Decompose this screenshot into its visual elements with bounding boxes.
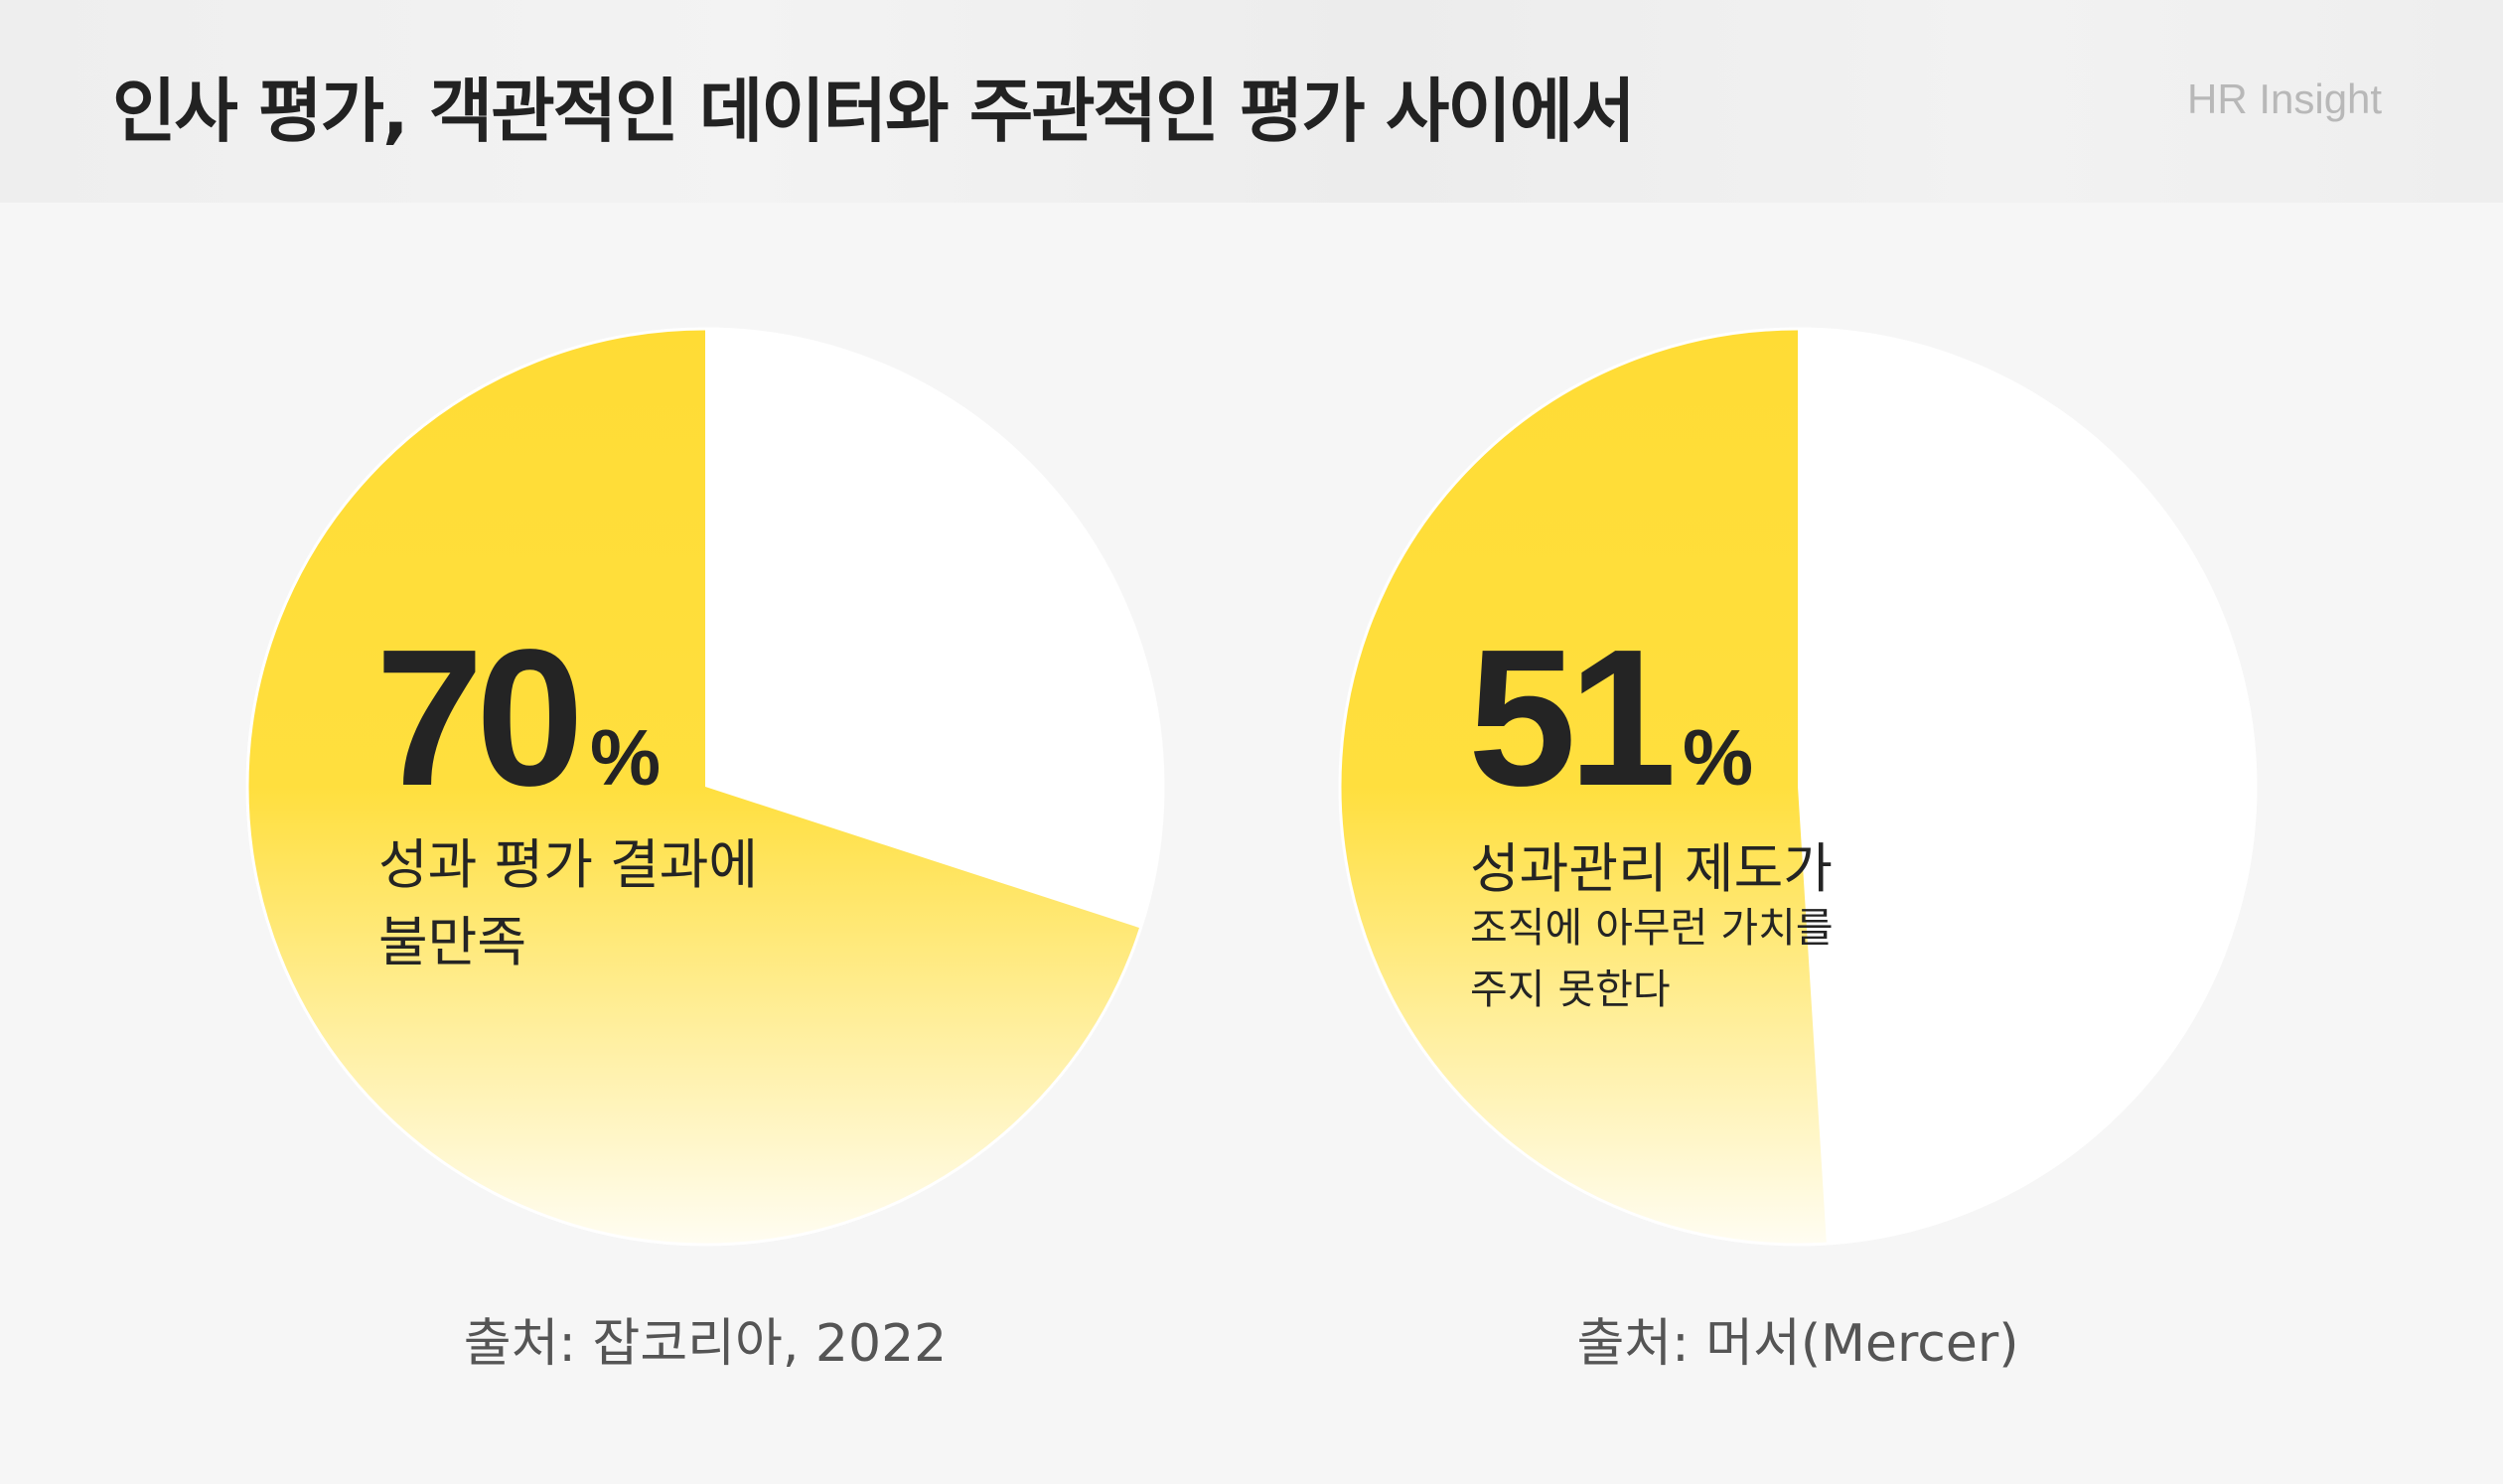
pie-highlight-slice — [246, 329, 1141, 1245]
stat-2: 51% — [1468, 606, 1753, 829]
stat-2-value: 51 — [1468, 609, 1677, 826]
header: 인사 평가, 객관적인 데이터와 주관적인 평가 사이에서 HR Insight — [0, 0, 2503, 203]
stat-2-label-line2: 조직에 아무런 가치를 — [1470, 904, 1834, 952]
stat-2-unit: % — [1683, 713, 1754, 802]
stat-2-label-line1: 성과관리 제도가 — [1470, 837, 1833, 900]
stat-1-label-line1: 성과 평가 결과에 — [378, 833, 759, 896]
source-1: 출처: 잡코리아, 2022 — [463, 1314, 948, 1374]
source-2: 출처: 머서(Mercer) — [1576, 1314, 2019, 1374]
stat-2-label-line3: 주지 못한다 — [1470, 965, 1671, 1013]
pie-highlight-slice — [1339, 329, 1827, 1246]
page-title: 인사 평가, 객관적인 데이터와 주관적인 평가 사이에서 — [112, 71, 1636, 152]
stat-1-value: 70 — [375, 609, 584, 826]
stat-1-unit: % — [590, 713, 662, 802]
stat-1: 70% — [375, 606, 661, 829]
pie-outline — [1338, 327, 2258, 1247]
pie-chart-2 — [1338, 327, 2258, 1247]
stat-1-label-line2: 불만족 — [378, 911, 527, 973]
pie-chart-1 — [245, 327, 1165, 1247]
pie-outline — [245, 327, 1165, 1247]
brand-label: HR Insight — [2187, 75, 2383, 122]
